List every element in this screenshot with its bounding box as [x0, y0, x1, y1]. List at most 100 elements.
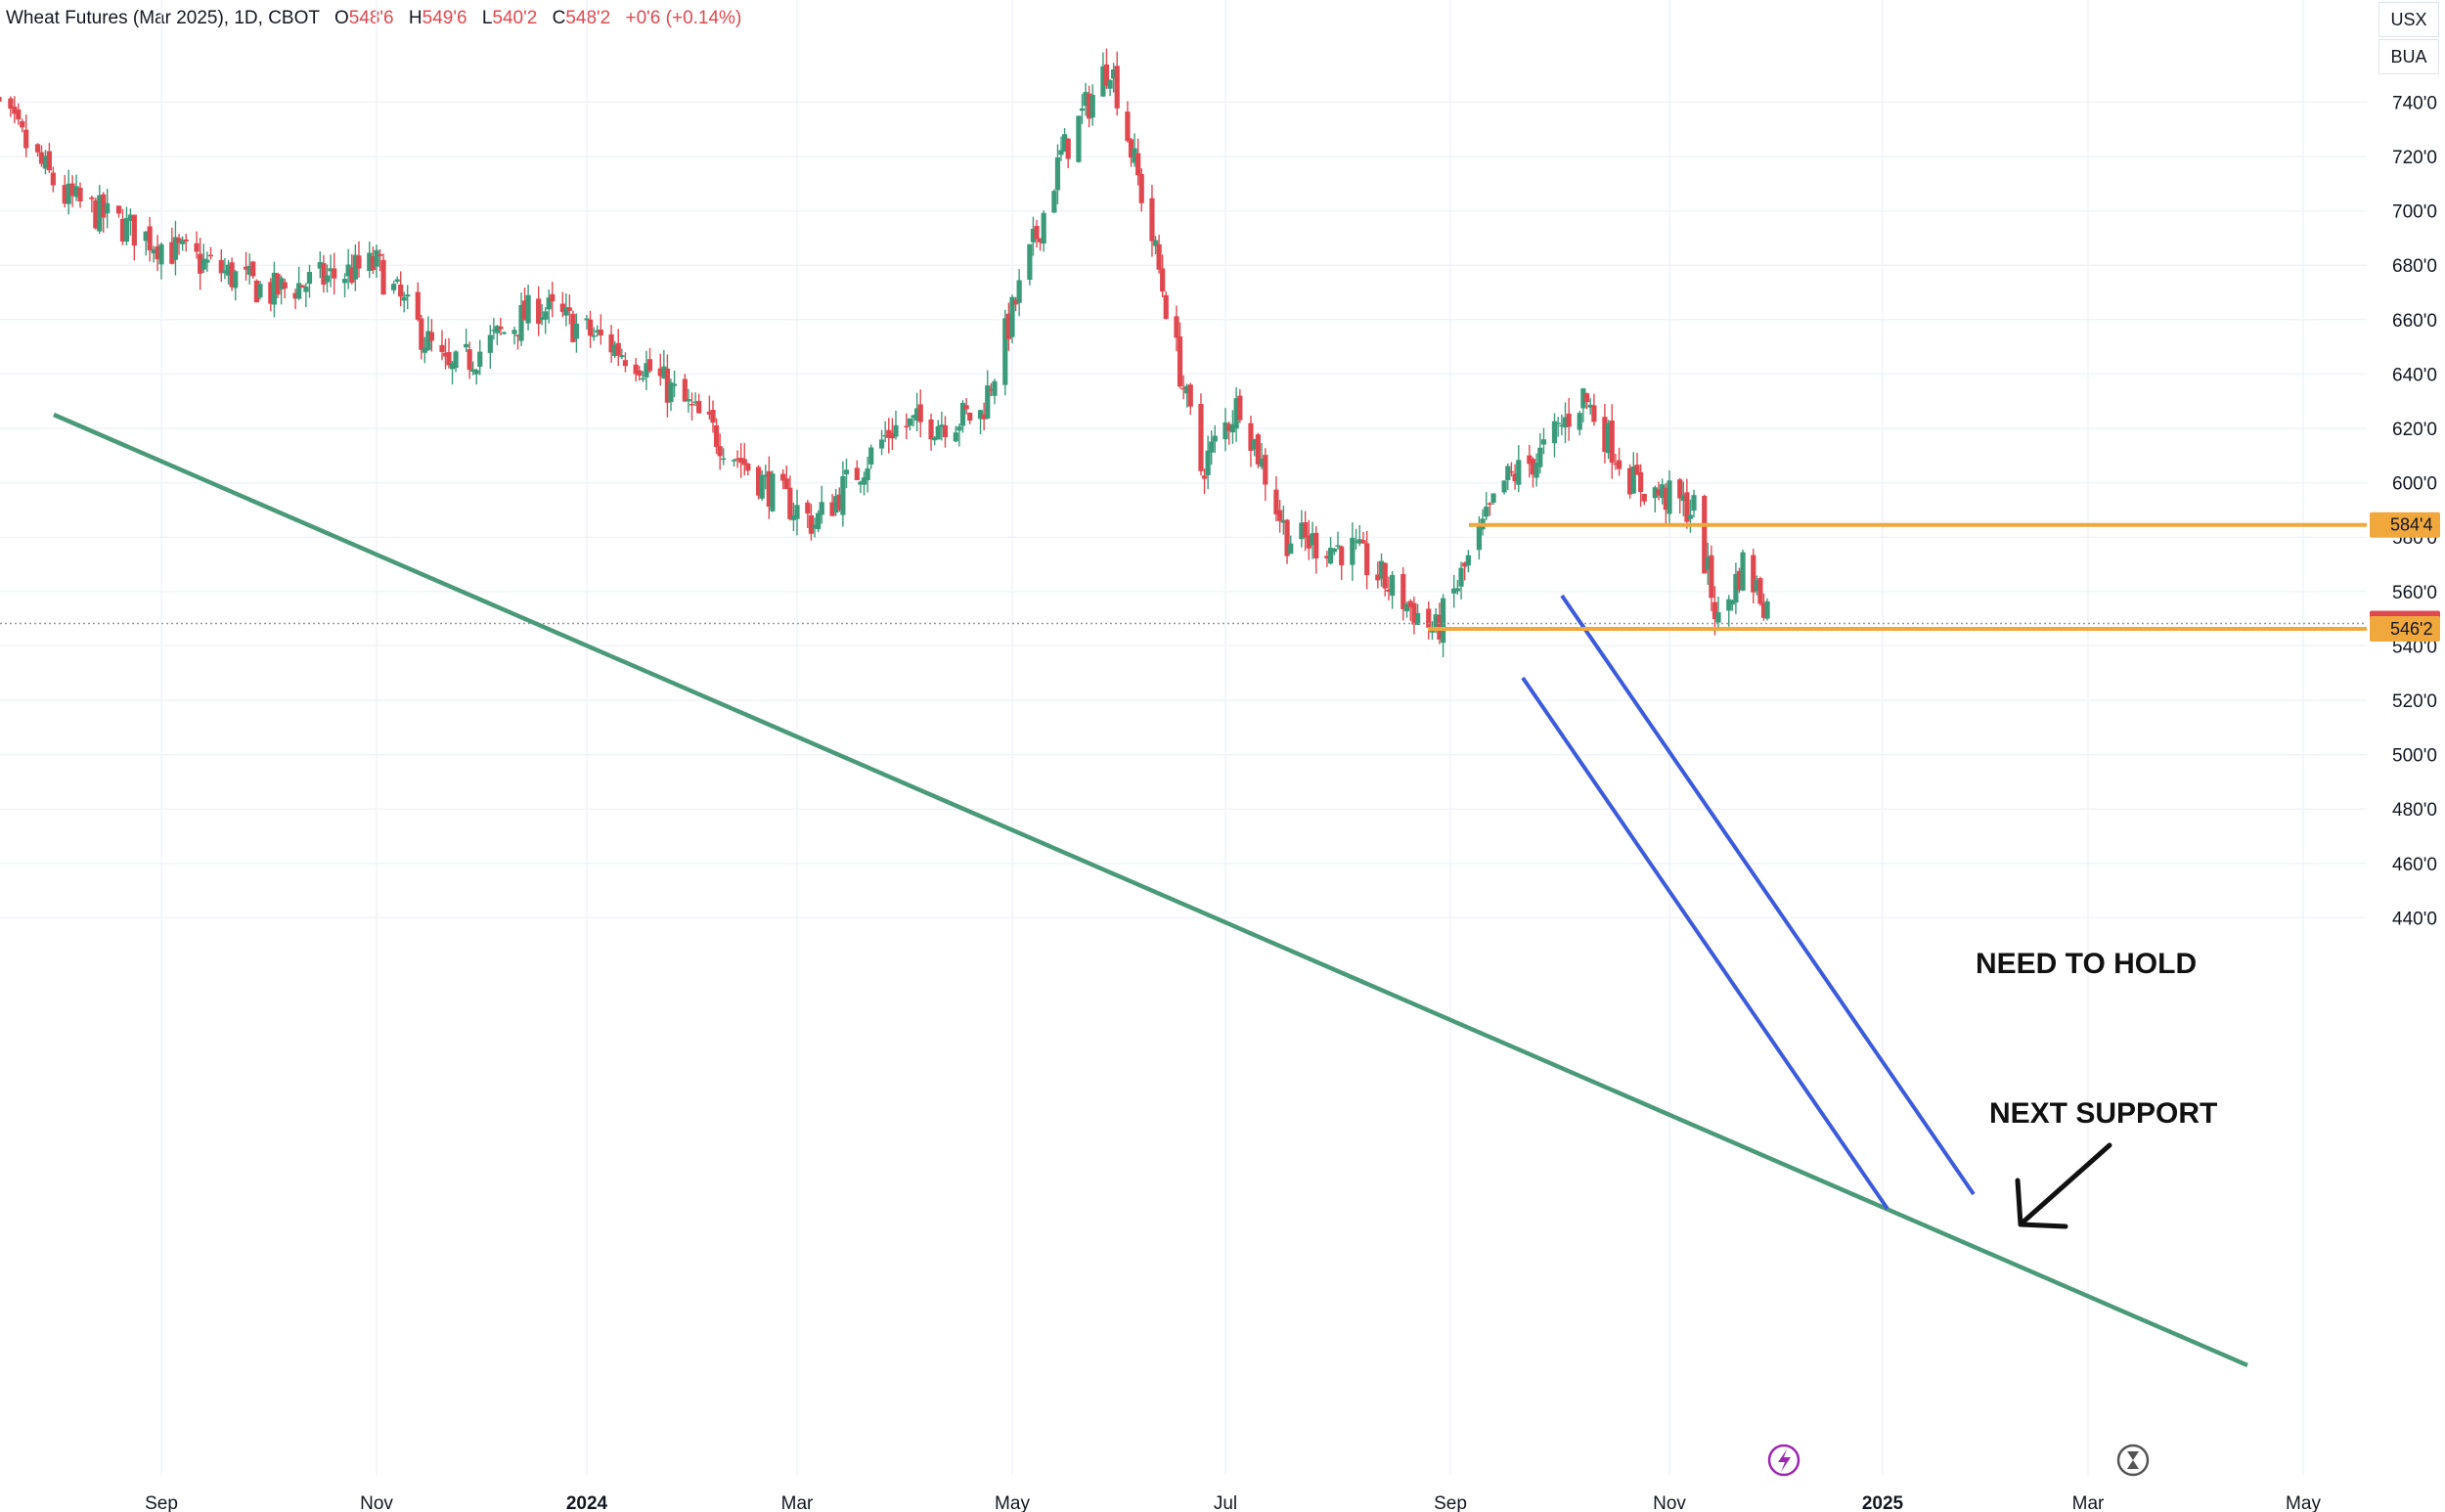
candle-body — [1540, 439, 1547, 445]
candle-body — [62, 185, 67, 204]
candle-body — [218, 259, 224, 274]
candle-body — [377, 253, 383, 256]
candle-body — [570, 313, 576, 342]
price-axis[interactable]: 740'0 720'0 700'0 680'0 660'0 640'0 620'0 600'0… — [2392, 93, 2437, 929]
candle-body — [713, 424, 720, 447]
candle-body — [498, 326, 504, 330]
lightning-icon[interactable] — [1767, 1444, 1800, 1477]
candle-body — [1709, 555, 1714, 599]
bottom-icons[interactable] — [1767, 1444, 2150, 1477]
hourglass-icon[interactable] — [2116, 1444, 2150, 1477]
candle-body — [1591, 405, 1597, 422]
annotation-next-support[interactable]: NEXT SUPPORT — [1989, 1097, 2217, 1130]
candle-body — [1616, 460, 1623, 469]
candle-body — [50, 172, 56, 186]
candle-body — [131, 214, 137, 246]
candle-body — [1627, 467, 1633, 495]
candle-body — [391, 284, 397, 290]
candle-body — [1638, 471, 1644, 493]
x-tick-label: 2025 — [1862, 1493, 1904, 1512]
candle-body — [682, 378, 688, 402]
candle-body — [20, 120, 25, 128]
candle-body — [904, 425, 910, 427]
candle-body — [279, 278, 285, 289]
y-tick-label: 700'0 — [2392, 202, 2437, 223]
y-tick-label: 620'0 — [2392, 420, 2437, 440]
open-label: O — [333, 8, 349, 28]
low-label: L — [481, 8, 493, 28]
candle-body — [151, 248, 156, 254]
x-tick-label: 2024 — [566, 1493, 608, 1512]
candle-body — [1051, 191, 1057, 213]
candle-body — [1484, 507, 1489, 517]
unit-usx-button[interactable]: USX — [2378, 2, 2439, 37]
candle-body — [317, 262, 323, 269]
candle-body — [69, 183, 75, 197]
unit-bua-button[interactable]: BUA — [2378, 39, 2439, 74]
candle-body — [893, 424, 899, 437]
candle-body — [763, 474, 769, 477]
candle-body — [1566, 413, 1572, 427]
candle-body — [819, 502, 824, 515]
candle-body — [808, 514, 815, 534]
annotation-need-to-hold[interactable]: NEED TO HOLD — [1976, 948, 2197, 980]
candle-body — [1583, 393, 1590, 403]
candle-body — [225, 264, 232, 276]
candle-body — [794, 505, 800, 519]
candle-body — [1433, 614, 1439, 630]
candle-body — [1327, 548, 1334, 564]
channel-upper-line[interactable] — [1560, 594, 1976, 1196]
candle-body — [464, 343, 469, 348]
candle-body — [143, 231, 149, 242]
candle-body — [1277, 510, 1283, 521]
time-axis[interactable]: Sep Nov 2024 Mar May Jul Sep Nov 2025 Mar May — [145, 1493, 2321, 1512]
candle-body — [843, 469, 850, 475]
candle-body — [449, 363, 456, 370]
candle-body — [253, 280, 259, 303]
candle-body — [487, 334, 493, 353]
candle-body — [878, 439, 885, 449]
candle-body — [282, 282, 288, 289]
candle-body — [328, 268, 333, 272]
candle-body — [992, 380, 998, 396]
candle-body — [939, 424, 945, 427]
candle-body — [858, 481, 864, 485]
candle-body — [1551, 421, 1558, 444]
candle-body — [1089, 94, 1095, 118]
y-tick-label: 600'0 — [2392, 474, 2437, 495]
candle-body — [770, 473, 776, 511]
symbol-title[interactable]: Wheat Futures (Mar 2025), 1D, CBOT — [6, 8, 320, 28]
candle-body — [422, 347, 427, 353]
candle-body — [836, 494, 842, 511]
candle-body — [296, 283, 302, 299]
candle-body — [439, 344, 445, 352]
channel-lower-line[interactable] — [1521, 676, 1889, 1211]
candle-body — [299, 285, 305, 289]
candle-body — [8, 98, 14, 110]
candle-body — [584, 318, 590, 321]
long-term-trendline[interactable] — [53, 412, 2248, 1368]
candle-body — [566, 307, 572, 311]
candle-body — [425, 331, 431, 350]
candle-body — [1534, 463, 1539, 478]
candle-body — [521, 300, 528, 321]
candle-body — [1602, 417, 1608, 453]
candle-body — [1324, 556, 1330, 559]
candle-body — [935, 425, 941, 440]
candle-body — [257, 284, 263, 298]
candle-body — [1009, 296, 1015, 337]
candle-body — [1634, 465, 1640, 475]
candle-body — [1339, 546, 1345, 566]
candle-body — [1375, 574, 1381, 581]
candle-body — [250, 261, 256, 277]
candle-body — [1505, 466, 1511, 481]
candle-body — [1677, 479, 1683, 499]
candle-body — [1411, 602, 1417, 625]
y-tick-label: 520'0 — [2392, 691, 2437, 712]
candle-body — [1403, 603, 1410, 612]
candle-body — [1350, 537, 1356, 565]
candle-body — [546, 297, 552, 310]
candle-body — [1177, 336, 1183, 387]
candle-body — [1729, 600, 1735, 605]
